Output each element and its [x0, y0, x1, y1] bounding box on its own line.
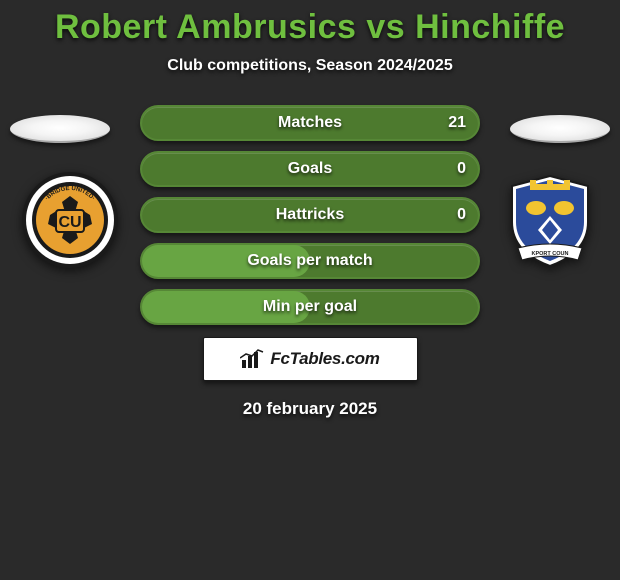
- stat-right-value: 21: [448, 114, 466, 132]
- stat-right-value: 0: [457, 160, 466, 178]
- stat-label: Goals: [288, 160, 332, 178]
- brand-label: FcTables.com: [270, 349, 379, 369]
- comparison-date: 20 february 2025: [0, 399, 620, 419]
- player-right-oval: [510, 115, 610, 143]
- stat-label: Matches: [278, 114, 342, 132]
- stat-label: Min per goal: [263, 298, 357, 316]
- club-crest-right: KPORT COUN: [500, 170, 600, 270]
- comparison-arena: CU ·BRIDGE UNITED·: [0, 105, 620, 419]
- player-left-oval: [10, 115, 110, 143]
- comparison-subtitle: Club competitions, Season 2024/2025: [0, 57, 620, 75]
- stat-row: Goals per match: [140, 243, 480, 279]
- stats-list: Matches 21 Goals 0 Hattricks 0 Goals per match…: [140, 105, 480, 325]
- stat-label: Hattricks: [276, 206, 344, 224]
- comparison-title: Robert Ambrusics vs Hinchiffe: [0, 8, 620, 47]
- comparison-card: Robert Ambrusics vs Hinchiffe Club compe…: [0, 0, 620, 580]
- stat-right-value: 0: [457, 206, 466, 224]
- club-crest-left: CU ·BRIDGE UNITED·: [20, 170, 120, 270]
- stat-row: Min per goal: [140, 289, 480, 325]
- bar-chart-icon: [240, 348, 264, 370]
- stat-row: Matches 21: [140, 105, 480, 141]
- crest-left-initials: CU: [58, 214, 81, 231]
- svg-text:KPORT COUN: KPORT COUN: [532, 251, 569, 257]
- stat-row: Goals 0: [140, 151, 480, 187]
- brand-box: FcTables.com: [203, 337, 418, 381]
- stat-row: Hattricks 0: [140, 197, 480, 233]
- stockport-county-crest-icon: KPORT COUN: [500, 170, 600, 270]
- cambridge-united-crest-icon: CU ·BRIDGE UNITED·: [20, 170, 120, 270]
- stat-label: Goals per match: [247, 252, 372, 270]
